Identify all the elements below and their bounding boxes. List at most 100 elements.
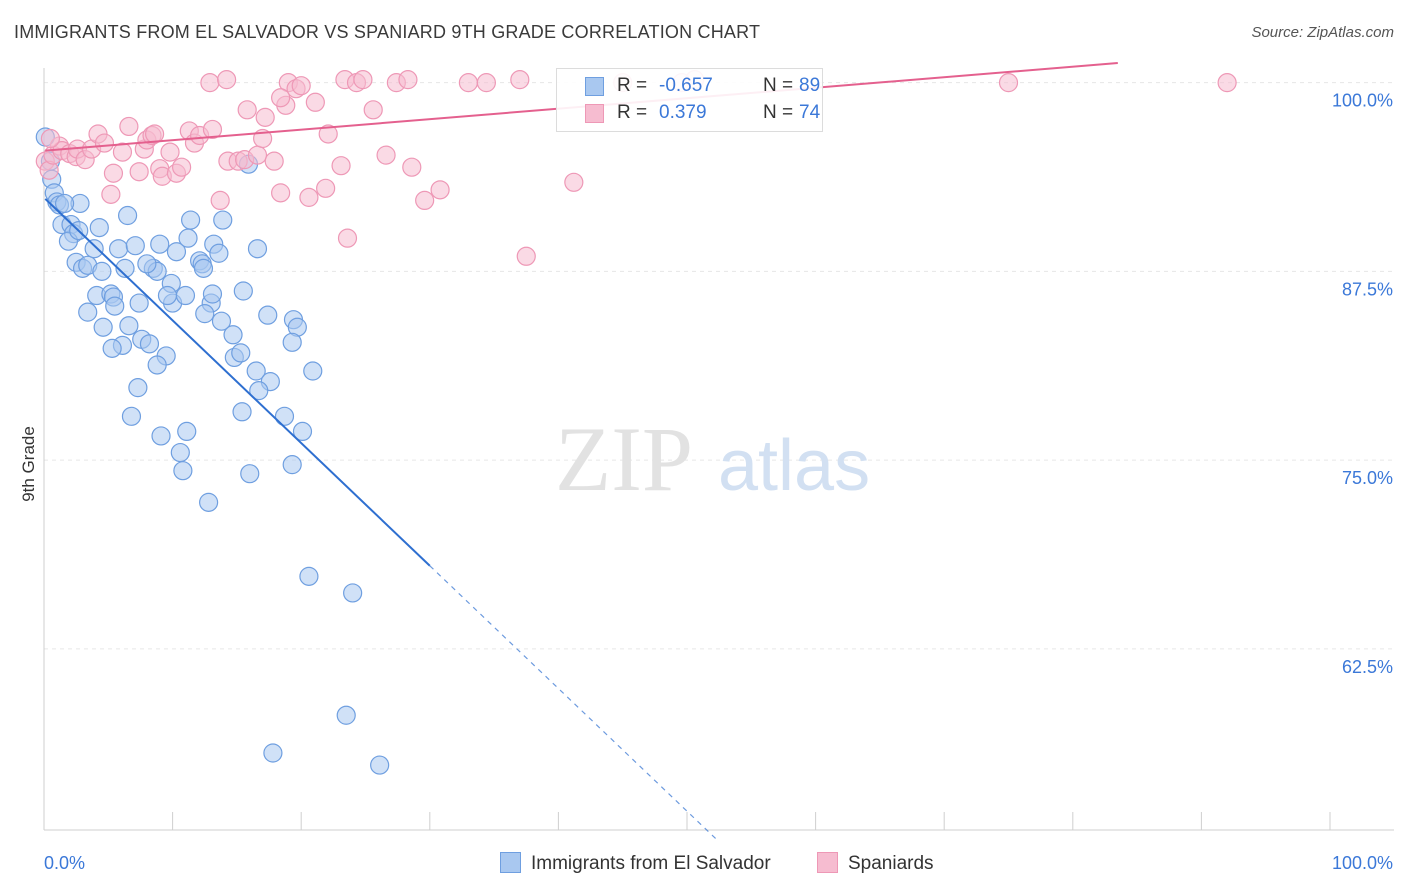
y-tick-label: 62.5% [1342,657,1393,677]
data-point [458,73,478,93]
trend-line-extension [429,565,720,843]
data-point [353,70,373,90]
bottom-legend-label: Spaniards [848,853,934,874]
data-point [402,157,422,177]
data-point [247,145,268,165]
data-point [139,334,160,354]
data-point [103,163,124,183]
legend-n-value: 74 [799,102,821,123]
data-point [213,210,233,230]
data-point [292,421,313,442]
data-point [170,442,190,463]
bottom-legend-spaniards: Spaniards [817,852,934,875]
data-point [137,254,157,274]
data-point [247,239,268,259]
data-point [303,361,323,381]
data-point [115,258,135,278]
data-point [363,100,383,120]
bottom-legend-swatch-pink [817,852,838,873]
data-point [233,281,253,301]
data-point [202,119,223,140]
data-point [258,305,278,325]
data-point [147,355,167,375]
x-tick-label-left: 0.0% [44,853,85,873]
data-point [398,70,418,90]
legend-swatch-blue [585,77,604,96]
data-point [516,246,536,266]
data-point [54,193,75,214]
data-point [430,180,450,200]
data-point [173,461,193,481]
data-point [337,228,358,248]
bottom-legend-el-salvador: Immigrants from El Salvador [500,852,771,875]
y-tick-label: 75.0% [1342,468,1393,488]
data-point [151,426,171,446]
data-point [1217,73,1237,93]
data-point [105,296,125,316]
data-point [119,116,139,137]
chart-title: IMMIGRANTS FROM EL SALVADOR VS SPANIARD … [14,22,761,42]
data-point [331,156,351,176]
y-tick-label: 87.5% [1342,279,1393,299]
data-point [316,178,336,198]
legend-r-value: -0.657 [659,75,713,96]
watermark-zip: ZIP [555,408,693,510]
data-point [181,210,201,230]
data-point [299,566,319,586]
data-point [195,304,215,324]
data-point [209,243,229,263]
data-point [178,228,198,248]
data-point [101,184,121,204]
correlation-legend: R = -0.657 N = 89 R = 0.379 N = 74 [556,68,823,132]
data-point [129,293,149,313]
data-point [92,261,112,281]
legend-r-value: 0.379 [659,102,707,123]
data-point [291,76,311,96]
legend-r-label: R = [617,102,648,123]
data-point [93,317,113,337]
data-point [84,239,104,259]
data-point [231,343,251,363]
data-point [119,316,139,336]
data-point [217,70,237,90]
data-point [510,70,530,90]
data-point [246,361,266,381]
data-point [94,133,115,153]
data-point [263,743,283,763]
data-point [177,421,197,442]
data-point [255,107,275,127]
data-point [128,378,148,398]
data-point [282,332,302,352]
data-point [175,285,196,306]
data-point [193,258,214,278]
x-tick-label-right: 100.0% [1332,853,1393,873]
data-point [121,406,142,426]
data-point [211,311,232,331]
data-point [343,583,363,603]
data-point [129,162,149,182]
data-point [157,285,178,306]
data-point [144,124,165,144]
legend-n-label: N = [763,75,794,96]
data-point [376,145,396,165]
data-point [40,128,61,149]
data-point [998,73,1019,93]
data-point [476,73,496,93]
data-point [318,124,338,144]
legend-r-label: R = [617,75,648,96]
axes [43,68,1394,831]
bottom-legend-label: Immigrants from El Salvador [531,853,771,874]
data-point [200,73,220,93]
data-point [172,157,192,177]
watermark: ZIP atlas [555,408,870,510]
data-point [564,172,584,192]
y-axis-label: 9th Grade [19,426,38,502]
data-point [112,142,133,162]
data-point [89,217,109,238]
data-point [305,92,325,112]
data-point [117,205,138,226]
trend-line [44,198,431,567]
data-point [166,242,187,262]
data-point [249,381,269,401]
data-point [150,234,170,254]
